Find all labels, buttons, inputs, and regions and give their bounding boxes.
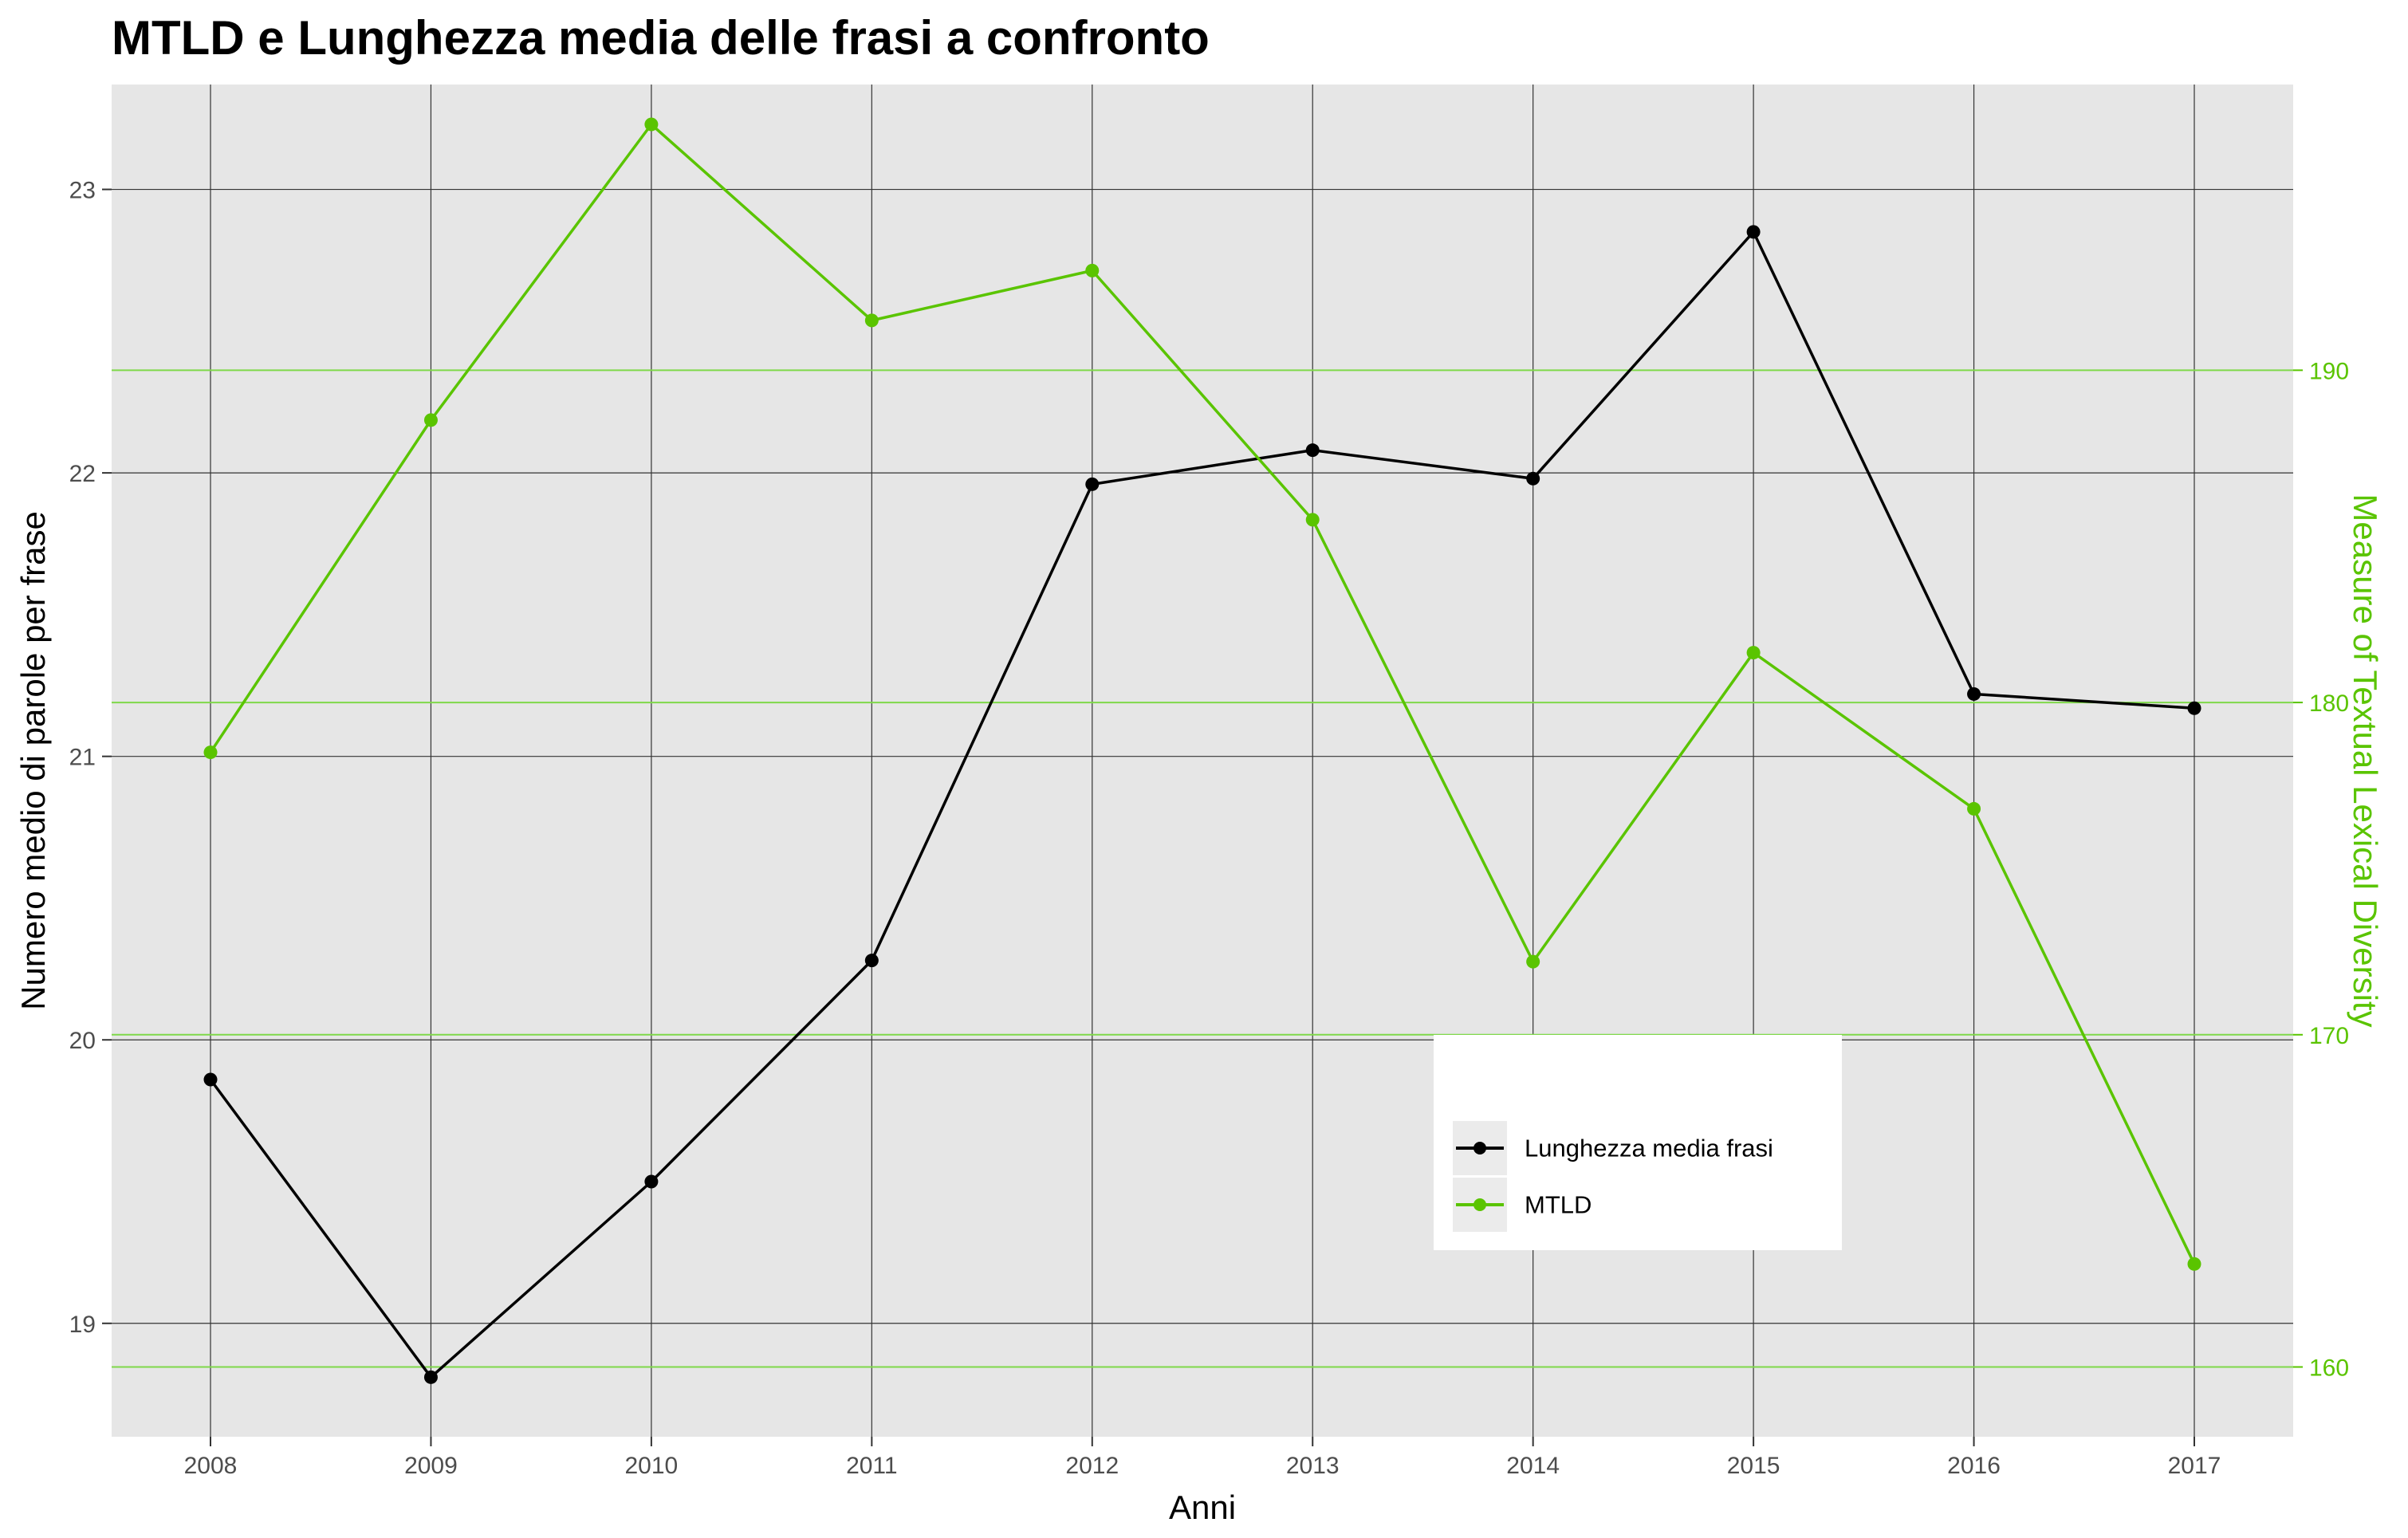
data-point	[864, 313, 879, 328]
chart-title: MTLD e Lunghezza media delle frasi a con…	[112, 11, 1210, 65]
data-point	[423, 1370, 438, 1384]
x-tick-label: 2010	[625, 1453, 679, 1479]
y-tick-label: 19	[69, 1312, 96, 1338]
x-tick-label: 2016	[1947, 1453, 2001, 1479]
y2-tick-label: 190	[2309, 358, 2349, 384]
legend-item-lunghezza: Lunghezza media frasi	[1453, 1121, 1773, 1175]
y2-axis-title: Measure of Textual Lexical Diversity	[2347, 494, 2384, 1027]
y-tick-label: 20	[69, 1028, 96, 1054]
y2-tick-label: 170	[2309, 1023, 2349, 1049]
data-point	[1305, 513, 1320, 527]
x-tick-label: 2014	[1506, 1453, 1560, 1479]
data-point	[1746, 646, 1761, 660]
data-point	[644, 1174, 659, 1189]
data-point	[423, 413, 438, 427]
data-point	[203, 1072, 218, 1087]
x-tick-label: 2017	[2168, 1453, 2221, 1479]
plot-panel	[112, 85, 2293, 1437]
series-line-1	[209, 123, 2196, 1265]
y-tick-label: 21	[69, 745, 96, 771]
series-layer	[203, 117, 2201, 1384]
data-point	[2187, 1257, 2201, 1271]
y-tick-label: 23	[69, 178, 96, 204]
x-axis-title: Anni	[1169, 1489, 1236, 1526]
x-tick-label: 2012	[1065, 1453, 1119, 1479]
data-point	[1746, 225, 1761, 239]
data-point	[2187, 701, 2201, 715]
data-point	[1305, 443, 1320, 458]
y2-tick-label: 160	[2309, 1355, 2349, 1381]
data-point	[1526, 471, 1540, 486]
y2-tick-label: 180	[2309, 690, 2349, 717]
grid	[112, 85, 2293, 1437]
legend-key-point	[1474, 1142, 1486, 1154]
series-line-0	[209, 230, 2195, 1379]
data-point	[864, 954, 879, 968]
data-point	[1526, 954, 1540, 969]
data-point	[203, 745, 218, 760]
y-tick-label: 22	[69, 461, 96, 487]
y-axis-title: Numero medio di parole per frase	[14, 511, 52, 1010]
data-point	[644, 117, 659, 132]
legend-key-point	[1474, 1198, 1486, 1211]
data-point	[1967, 801, 1981, 816]
legend-item-mtld: MTLD	[1453, 1178, 1592, 1232]
x-tick-label: 2015	[1727, 1453, 1780, 1479]
x-tick-label: 2008	[184, 1453, 238, 1479]
x-tick-label: 2011	[846, 1453, 898, 1479]
data-point	[1967, 686, 1981, 701]
axes: 2008 2009 2010 2011 2012 2013 2014 2015 2016 2017…	[69, 178, 2349, 1479]
legend-label: MTLD	[1525, 1191, 1592, 1219]
legend-label: Lunghezza media frasi	[1525, 1135, 1773, 1162]
x-tick-label: 2013	[1286, 1453, 1340, 1479]
legend: Lunghezza media frasi MTLD	[1434, 1035, 1842, 1250]
data-point	[1085, 477, 1100, 491]
x-tick-label: 2009	[404, 1453, 458, 1479]
data-point	[1085, 263, 1100, 277]
